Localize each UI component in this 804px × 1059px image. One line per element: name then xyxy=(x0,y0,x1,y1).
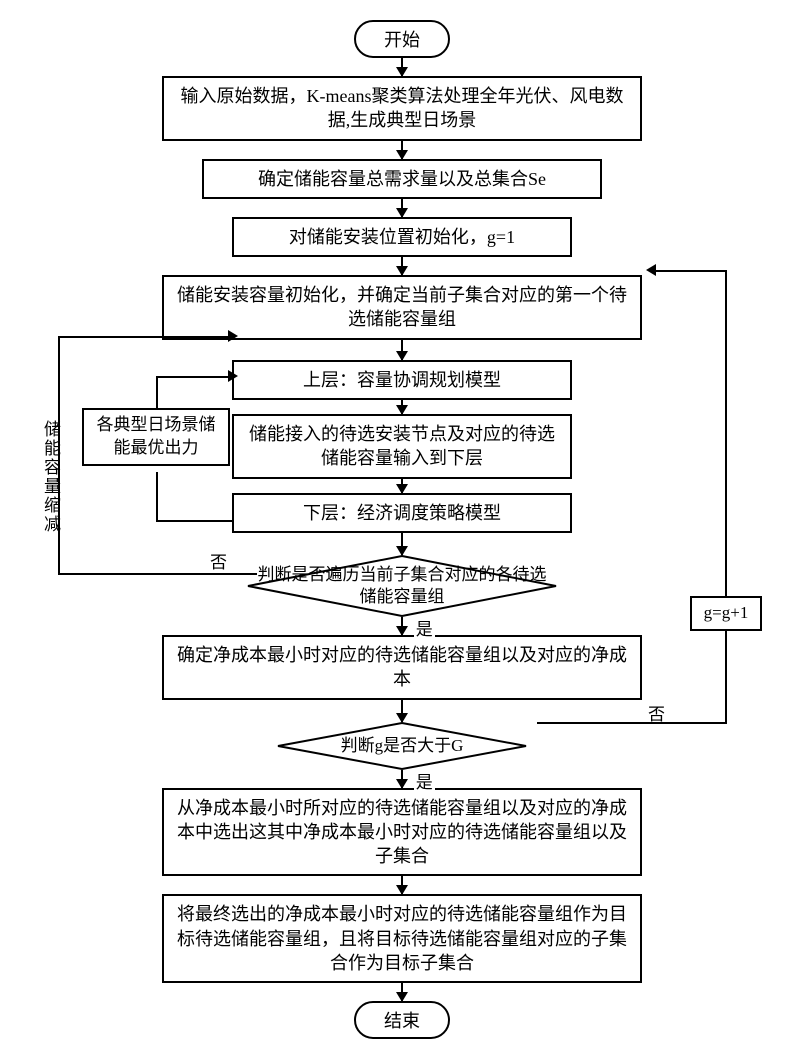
arrow xyxy=(401,533,403,555)
connector xyxy=(156,520,232,522)
arrow xyxy=(401,400,403,414)
label-feedback-left: 储能容量缩减 xyxy=(38,420,63,534)
process-n7: 下层：经济调度策略模型 xyxy=(232,493,572,533)
spacer: 是 xyxy=(10,770,794,788)
process-n1: 输入原始数据，K-means聚类算法处理全年光伏、风电数据,生成典型日场景 xyxy=(162,76,642,141)
process-n5: 上层：容量协调规划模型 xyxy=(232,360,572,400)
process-n8: 确定净成本最小时对应的待选储能容量组以及对应的净成本 xyxy=(162,635,642,700)
connector xyxy=(725,270,727,596)
process-n9: 从净成本最小时所对应的待选储能容量组以及对应的净成本中选出这其中净成本最小时对应… xyxy=(162,788,642,877)
label-yes: 是 xyxy=(414,768,435,793)
connector xyxy=(725,628,727,724)
arrow xyxy=(401,770,403,788)
process-n6: 储能接入的待选安装节点及对应的待选储能容量输入到下层 xyxy=(232,414,572,479)
connector xyxy=(58,336,232,338)
connector xyxy=(58,573,257,575)
arrow-head xyxy=(646,264,656,276)
decision-d2: 判断g是否大于G xyxy=(277,722,527,770)
decision-d2-wrap: 判断g是否大于G xyxy=(277,722,527,770)
label-yes: 是 xyxy=(414,615,435,640)
decision-d1: 判断是否遍历当前子集合对应的各待选储能容量组 xyxy=(247,555,557,617)
connector xyxy=(537,722,725,724)
process-n3: 对储能安装位置初始化，g=1 xyxy=(232,217,572,257)
decision-d1-text: 判断是否遍历当前子集合对应的各待选储能容量组 xyxy=(253,564,551,608)
process-n4-text: 储能安装容量初始化，并确定当前子集合对应的第一个待选储能容量组 xyxy=(177,285,627,329)
bilevel-group: 上层：容量协调规划模型 储能接入的待选安装节点及对应的待选储能容量输入到下层 下… xyxy=(10,360,794,533)
arrow xyxy=(401,199,403,217)
arrow xyxy=(401,479,403,493)
decision-d2-text: 判断g是否大于G xyxy=(341,735,464,757)
spacer: 是 xyxy=(10,617,794,635)
connector xyxy=(654,270,727,272)
arrow xyxy=(401,58,403,76)
side-box-right: g=g+1 xyxy=(690,596,762,631)
flowchart-container: 开始 输入原始数据，K-means聚类算法处理全年光伏、风电数据,生成典型日场景… xyxy=(10,20,794,1039)
label-no: 否 xyxy=(208,548,229,573)
connector xyxy=(156,376,232,378)
connector xyxy=(156,472,158,522)
arrow xyxy=(401,983,403,1001)
arrow xyxy=(401,876,403,894)
terminator-end: 结束 xyxy=(354,1001,450,1039)
side-box-left: 各典型日场景储能最优出力 xyxy=(82,408,230,466)
arrow xyxy=(401,141,403,159)
process-n2: 确定储能容量总需求量以及总集合Se xyxy=(202,159,602,199)
arrow xyxy=(401,700,403,722)
arrow xyxy=(401,257,403,275)
connector xyxy=(156,376,158,408)
process-n10: 将最终选出的净成本最小时对应的待选储能容量组作为目标待选储能容量组，且将目标待选… xyxy=(162,894,642,983)
arrow xyxy=(401,617,403,635)
arrow-head xyxy=(228,370,238,382)
decision-d1-wrap: 判断是否遍历当前子集合对应的各待选储能容量组 xyxy=(247,555,557,617)
arrow-head xyxy=(228,330,238,342)
arrow xyxy=(401,340,403,360)
terminator-start: 开始 xyxy=(354,20,450,58)
